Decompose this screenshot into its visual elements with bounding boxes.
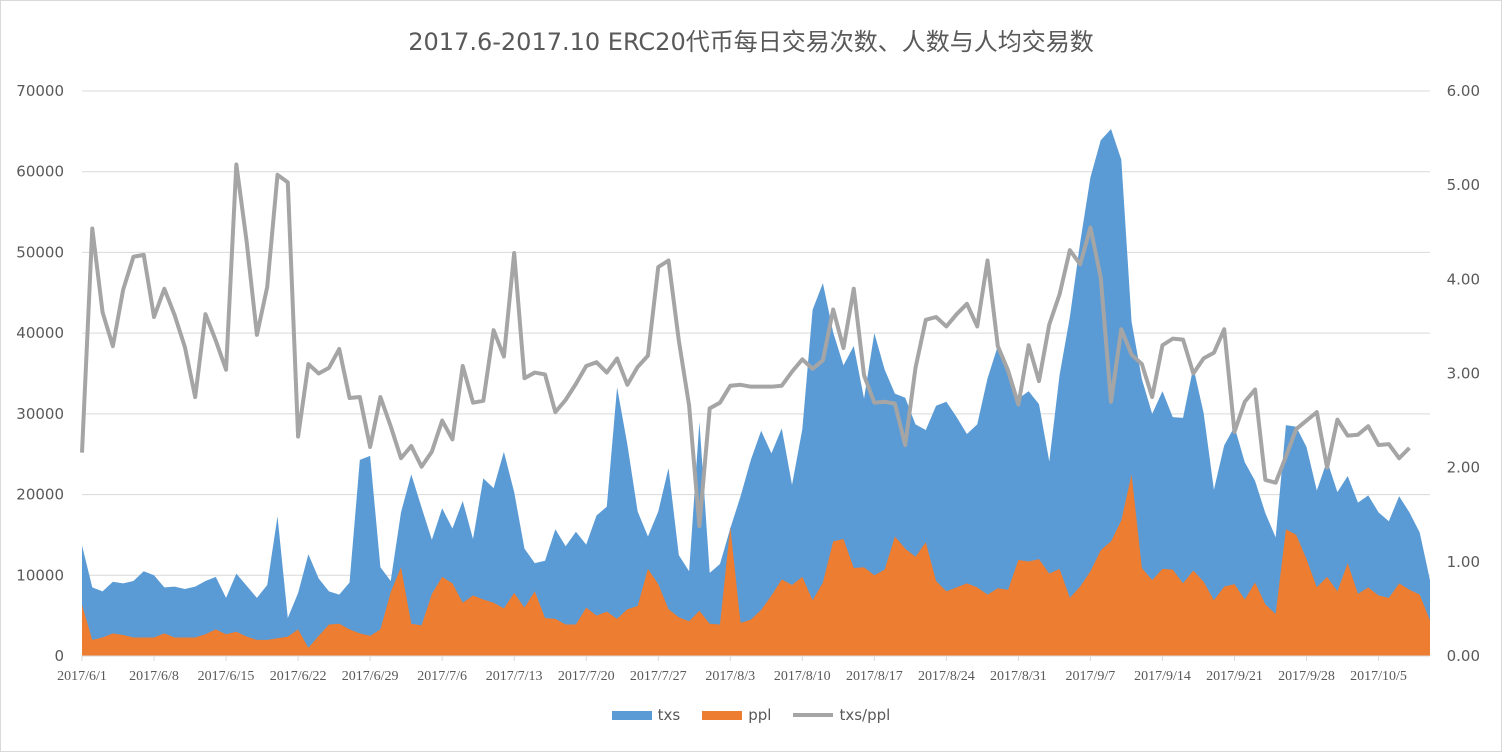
series-areas [82, 128, 1430, 656]
legend-swatch-ppl [702, 710, 743, 720]
y-right-tick-label: 2.00 [1447, 459, 1480, 477]
series-line-txs-ppl [80, 162, 1411, 529]
y-right-tick-label: 6.00 [1447, 82, 1480, 100]
y-right-tick-label: 0.00 [1447, 647, 1480, 665]
x-tick-label: 2017/8/3 [705, 669, 755, 684]
x-tick-label: 2017/10/5 [1350, 669, 1407, 684]
series-area-ppl [82, 474, 1430, 656]
x-tick-label: 2017/8/24 [918, 669, 975, 684]
y-right-tick-label: 3.00 [1447, 365, 1480, 383]
legend-label-ppl: ppl [748, 706, 772, 724]
x-tick-label: 2017/8/31 [990, 669, 1047, 684]
y-right-tick-label: 5.00 [1447, 176, 1480, 194]
x-tick-label: 2017/7/20 [558, 669, 615, 684]
y-left-tick-label: 10000 [16, 566, 64, 584]
series-area-txs [82, 128, 1430, 656]
x-tick-label: 2017/7/13 [486, 669, 543, 684]
chart-title: 2017.6-2017.10 ERC20代币每日交易次数、人数与人均交易数 [408, 28, 1094, 56]
legend-item-txs: txs [611, 706, 681, 724]
gridlines [82, 90, 1430, 576]
x-tick-label: 2017/7/27 [630, 669, 687, 684]
x-tick-label: 2017/6/15 [198, 669, 255, 684]
x-tick-label: 2017/9/7 [1066, 669, 1116, 684]
legend: txs ppl txs/ppl [0, 706, 1502, 724]
y-right-tick-label: 1.00 [1447, 553, 1480, 571]
x-tick-label: 2017/6/22 [270, 669, 327, 684]
y-right-tick-label: 4.00 [1447, 270, 1480, 288]
legend-swatch-ratio [793, 713, 834, 717]
y-left-tick-label: 50000 [16, 243, 64, 261]
x-tick-label: 2017/6/8 [129, 669, 179, 684]
y-left-tick-label: 60000 [16, 163, 64, 181]
y-left-tick-label: 70000 [16, 82, 64, 100]
series-lines [80, 162, 1411, 529]
x-tick-label: 2017/9/28 [1278, 669, 1335, 684]
x-tick-label: 2017/8/10 [774, 669, 831, 684]
y-left-tick-label: 40000 [16, 324, 64, 342]
legend-swatch-txs [611, 710, 652, 720]
legend-item-ppl: ppl [702, 706, 771, 724]
x-tick-label: 2017/7/6 [417, 669, 467, 684]
y-left-tick-label: 20000 [16, 486, 64, 504]
legend-item-ratio: txs/ppl [793, 706, 890, 724]
x-tick-label: 2017/9/14 [1134, 669, 1191, 684]
x-tick-label: 2017/9/21 [1206, 669, 1263, 684]
x-tick-label: 2017/8/17 [846, 669, 903, 684]
x-tick-label: 2017/6/29 [342, 669, 399, 684]
legend-label-ratio: txs/ppl [839, 706, 891, 724]
y-left-tick-label: 30000 [16, 405, 64, 423]
legend-label-txs: txs [657, 706, 681, 724]
y-left-tick-label: 0 [54, 647, 64, 665]
axes: 0 10000 20000 30000 40000 50000 60000 70000 0.00… [16, 82, 1480, 684]
x-tick-label: 2017/6/1 [57, 669, 107, 684]
